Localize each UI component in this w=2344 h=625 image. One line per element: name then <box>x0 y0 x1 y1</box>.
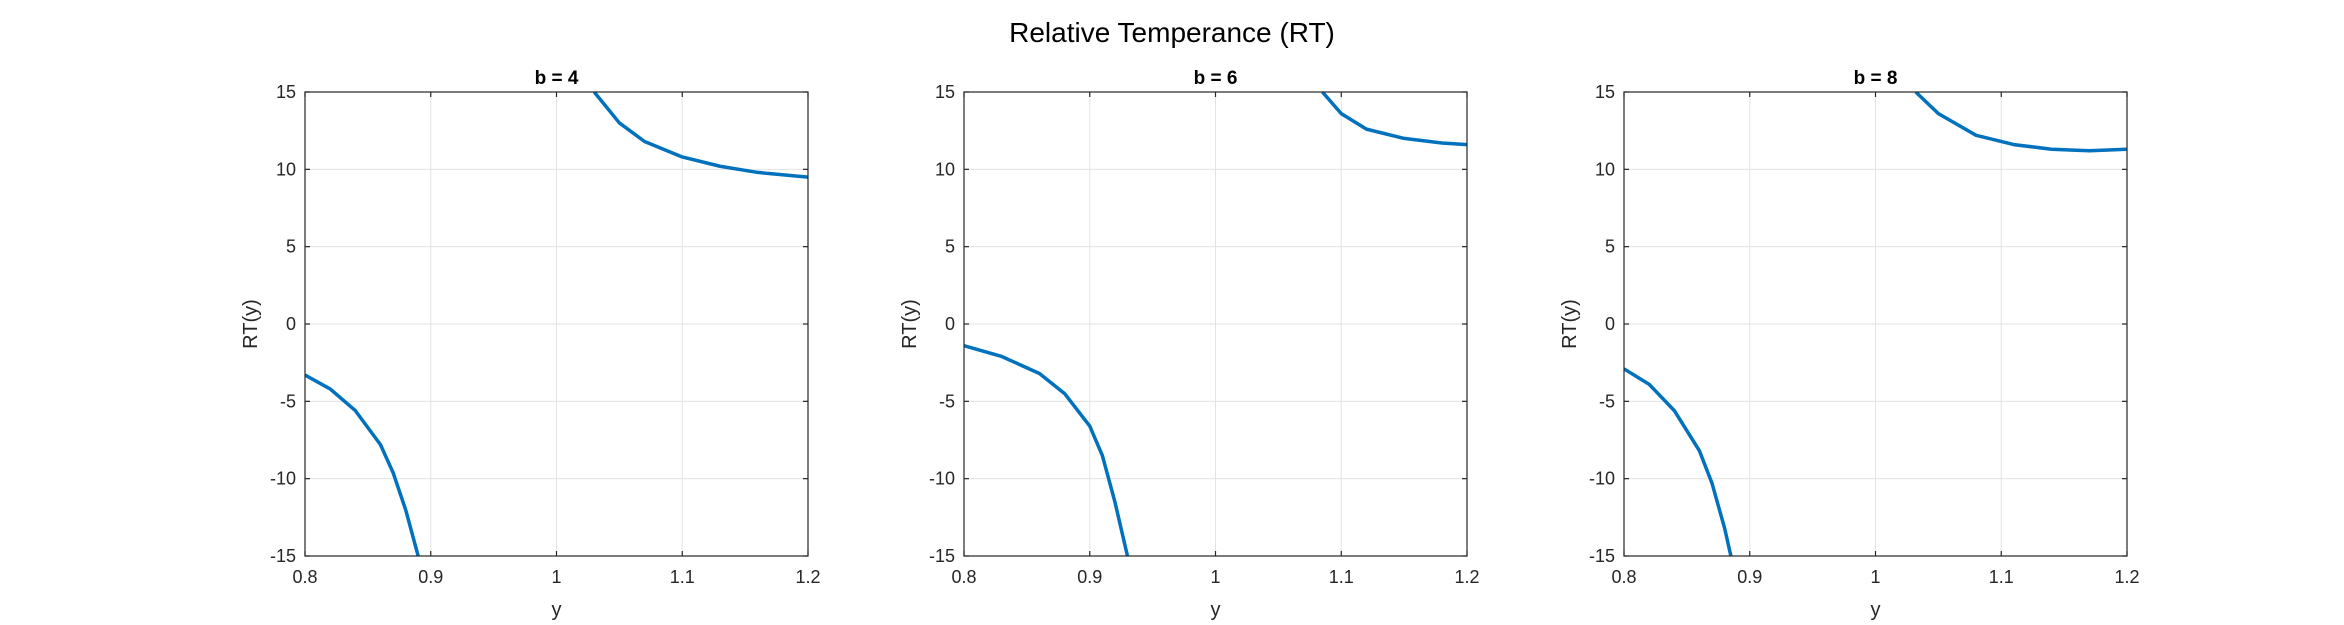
y-tick-label: -15 <box>1589 546 1615 566</box>
y-tick-label: -10 <box>1589 469 1615 489</box>
series-line <box>1321 92 1467 147</box>
y-tick-label: -15 <box>270 546 296 566</box>
x-tick-label: 0.8 <box>292 567 317 587</box>
x-tick-label: 1.2 <box>1454 567 1479 587</box>
subplot: 0.8 0.9 1 1.1 1.2 -15 -10 -5 0 5 10 15 b = 4 y RT(y) <box>240 68 821 621</box>
subplot-title: b = 8 <box>1854 68 1898 89</box>
y-tick-label: 15 <box>935 82 955 102</box>
x-tick-label: 1.1 <box>670 567 695 587</box>
y-tick-label: 0 <box>1605 314 1615 334</box>
y-tick-label: -10 <box>929 469 955 489</box>
x-tick-label: 1 <box>1210 567 1220 587</box>
y-axis-label: RT(y) <box>1559 299 1581 349</box>
x-tick-label: 0.8 <box>951 567 976 587</box>
y-tick-label: 15 <box>1595 82 1615 102</box>
subplot-title: b = 6 <box>1194 68 1238 89</box>
x-tick-label: 1.1 <box>1329 567 1354 587</box>
x-tick-label: 1 <box>551 567 561 587</box>
x-tick-label: 1.2 <box>795 567 820 587</box>
x-tick-label: 0.8 <box>1611 567 1636 587</box>
y-tick-label: -10 <box>270 469 296 489</box>
x-tick-label: 1.2 <box>2114 567 2139 587</box>
y-tick-label: -5 <box>1599 391 1615 411</box>
series-line <box>305 373 420 556</box>
series-line <box>964 343 1130 556</box>
subplot: 0.8 0.9 1 1.1 1.2 -15 -10 -5 0 5 10 15 b = 8 y RT(y) <box>1559 68 2140 621</box>
x-tick-label: 0.9 <box>418 567 443 587</box>
y-axis-label: RT(y) <box>240 299 262 349</box>
y-tick-label: 10 <box>1595 159 1615 179</box>
y-tick-label: 5 <box>1605 237 1615 257</box>
x-tick-label: 1 <box>1870 567 1880 587</box>
y-tick-label: 0 <box>286 314 296 334</box>
y-tick-label: -5 <box>939 391 955 411</box>
y-tick-label: 5 <box>286 237 296 257</box>
y-axis-label: RT(y) <box>899 299 921 349</box>
y-tick-label: 10 <box>935 159 955 179</box>
y-tick-label: -15 <box>929 546 955 566</box>
x-tick-label: 0.9 <box>1077 567 1102 587</box>
subplot: 0.8 0.9 1 1.1 1.2 -15 -10 -5 0 5 10 15 b = 6 y RT(y) <box>899 68 1480 621</box>
x-tick-label: 1.1 <box>1989 567 2014 587</box>
x-axis-label: y <box>552 599 562 621</box>
y-tick-label: -5 <box>280 391 296 411</box>
x-axis-label: y <box>1871 599 1881 621</box>
subplot-title: b = 4 <box>535 68 579 89</box>
x-tick-label: 0.9 <box>1737 567 1762 587</box>
figure-title: Relative Temperance (RT) <box>1009 17 1335 48</box>
y-tick-label: 5 <box>945 237 955 257</box>
y-tick-label: 0 <box>945 314 955 334</box>
x-axis-label: y <box>1211 599 1221 621</box>
series-line <box>1624 367 1733 556</box>
y-tick-label: 10 <box>276 159 296 179</box>
y-tick-label: 15 <box>276 82 296 102</box>
series-line <box>1914 92 2127 153</box>
series-line <box>592 92 808 179</box>
